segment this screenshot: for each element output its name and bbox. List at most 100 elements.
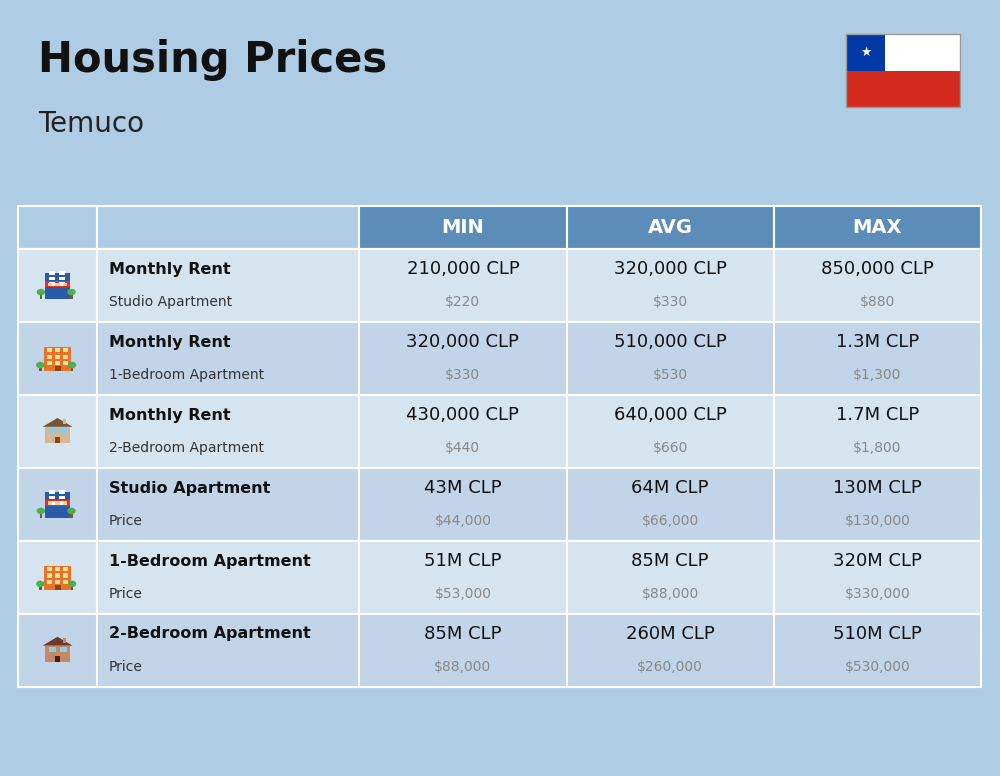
Bar — [59, 271, 65, 275]
Text: 1.7M CLP: 1.7M CLP — [836, 406, 919, 424]
Bar — [45, 492, 70, 518]
Bar — [567, 206, 774, 249]
Bar — [55, 573, 60, 577]
Bar — [49, 271, 55, 275]
Text: Price: Price — [109, 660, 143, 674]
Bar — [97, 322, 359, 395]
Bar — [567, 395, 774, 468]
Text: Temuco: Temuco — [38, 110, 144, 138]
Text: Price: Price — [109, 514, 143, 528]
Bar — [49, 428, 56, 433]
Text: 2-Bedroom Apartment: 2-Bedroom Apartment — [109, 626, 311, 642]
Circle shape — [67, 508, 76, 514]
Bar — [567, 249, 774, 322]
Bar — [359, 614, 567, 687]
Text: $88,000: $88,000 — [434, 660, 492, 674]
Bar — [49, 282, 55, 286]
Circle shape — [36, 580, 44, 587]
Bar — [49, 277, 55, 280]
Bar — [55, 501, 60, 504]
Bar — [59, 490, 65, 494]
Bar — [55, 365, 61, 371]
Bar — [47, 567, 52, 571]
Bar — [774, 395, 981, 468]
Bar — [47, 355, 52, 359]
Bar — [18, 468, 97, 541]
Text: 64M CLP: 64M CLP — [631, 479, 709, 497]
Text: AVG: AVG — [648, 218, 693, 237]
Text: 1-Bedroom Apartment: 1-Bedroom Apartment — [109, 553, 311, 569]
Bar — [55, 437, 60, 443]
Bar — [567, 614, 774, 687]
Bar — [45, 273, 70, 299]
Text: 43M CLP: 43M CLP — [424, 479, 502, 497]
Bar — [47, 348, 52, 352]
Text: $1,800: $1,800 — [853, 441, 902, 455]
Text: Studio Apartment: Studio Apartment — [109, 480, 270, 496]
Bar — [774, 614, 981, 687]
Text: $880: $880 — [860, 295, 895, 309]
Bar — [49, 501, 55, 505]
Bar — [846, 34, 960, 107]
Bar — [567, 468, 774, 541]
Text: 260M CLP: 260M CLP — [626, 625, 715, 643]
Text: Studio Apartment: Studio Apartment — [109, 295, 232, 309]
Text: $44,000: $44,000 — [434, 514, 491, 528]
Bar — [359, 249, 567, 322]
Bar — [63, 419, 66, 424]
Bar — [846, 34, 885, 71]
Text: 85M CLP: 85M CLP — [631, 552, 709, 570]
Text: $530: $530 — [653, 368, 688, 382]
Bar — [774, 249, 981, 322]
Bar — [97, 395, 359, 468]
Bar — [97, 468, 359, 541]
Bar — [45, 646, 70, 662]
Text: $220: $220 — [445, 295, 480, 309]
Bar — [18, 541, 97, 614]
Text: 320,000 CLP: 320,000 CLP — [614, 260, 727, 279]
Bar — [60, 647, 67, 652]
Bar — [40, 294, 42, 299]
Text: $53,000: $53,000 — [434, 587, 491, 601]
Bar — [97, 206, 359, 249]
Bar — [774, 206, 981, 249]
Text: 510M CLP: 510M CLP — [833, 625, 922, 643]
Text: $1,300: $1,300 — [853, 368, 902, 382]
Circle shape — [37, 289, 45, 296]
Text: 320M CLP: 320M CLP — [833, 552, 922, 570]
Bar — [63, 580, 68, 584]
Circle shape — [68, 362, 76, 369]
Text: Monthly Rent: Monthly Rent — [109, 334, 231, 350]
Text: $130,000: $130,000 — [844, 514, 910, 528]
Bar — [359, 468, 567, 541]
Bar — [71, 366, 73, 371]
Bar — [47, 361, 52, 365]
Bar — [97, 541, 359, 614]
Bar — [774, 541, 981, 614]
Text: 320,000 CLP: 320,000 CLP — [406, 333, 519, 352]
Bar — [63, 501, 67, 504]
Bar — [55, 580, 60, 584]
Text: $260,000: $260,000 — [637, 660, 703, 674]
Bar — [40, 513, 42, 518]
Bar — [63, 573, 68, 577]
Text: Monthly Rent: Monthly Rent — [109, 262, 231, 277]
Text: $88,000: $88,000 — [642, 587, 699, 601]
Bar — [59, 282, 65, 286]
Bar — [567, 541, 774, 614]
Bar — [45, 427, 70, 443]
Bar — [45, 281, 70, 287]
Text: 510,000 CLP: 510,000 CLP — [614, 333, 727, 352]
Bar — [48, 282, 52, 286]
Bar — [97, 614, 359, 687]
Bar — [18, 395, 97, 468]
Text: $330,000: $330,000 — [845, 587, 910, 601]
Bar — [55, 584, 61, 591]
Text: 130M CLP: 130M CLP — [833, 479, 922, 497]
Bar — [59, 501, 65, 505]
Bar — [846, 71, 960, 107]
Circle shape — [67, 289, 76, 296]
Bar — [55, 361, 60, 365]
Bar — [55, 348, 60, 352]
Bar — [49, 496, 55, 499]
